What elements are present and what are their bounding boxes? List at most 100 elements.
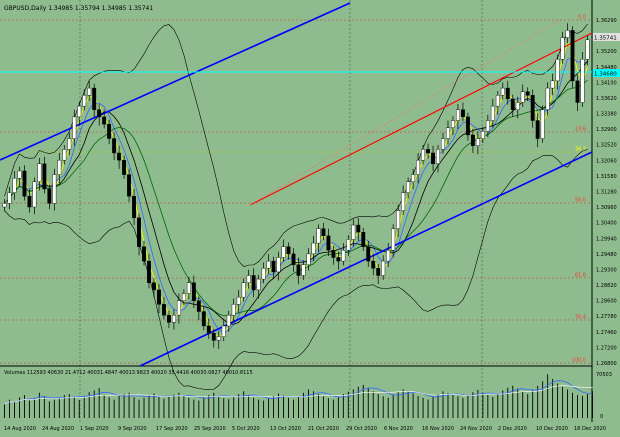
candle-body bbox=[431, 152, 435, 164]
candle-body bbox=[306, 253, 311, 265]
fib-level-label: 50.0 bbox=[575, 198, 586, 204]
candle-body bbox=[251, 275, 256, 291]
candle-body bbox=[585, 39, 590, 60]
candle-body bbox=[102, 116, 107, 125]
red-trend-line bbox=[249, 32, 593, 206]
lower-channel-line bbox=[139, 151, 593, 367]
price-tick-label: 1.29940 bbox=[596, 236, 617, 242]
candle-body bbox=[246, 275, 251, 283]
cyan-level-box bbox=[593, 69, 620, 77]
price-tick-label: 1.27780 bbox=[596, 314, 617, 320]
candle-body bbox=[152, 282, 156, 291]
candle-body bbox=[436, 149, 440, 164]
candle-body bbox=[37, 163, 42, 182]
candle-body bbox=[525, 91, 530, 96]
candle-body bbox=[147, 260, 151, 283]
date-tick-label: 5 Oct 2020 bbox=[232, 426, 260, 432]
candle-body bbox=[570, 30, 575, 82]
candle-body bbox=[226, 314, 231, 327]
price-tick-label: 1.31280 bbox=[596, 190, 617, 196]
candle-body bbox=[166, 314, 171, 323]
price-tick-label: 1.29480 bbox=[596, 252, 617, 258]
candle-body bbox=[565, 30, 570, 38]
candle-body bbox=[326, 235, 331, 251]
candle-body bbox=[97, 109, 102, 118]
candle-body bbox=[162, 304, 166, 316]
candle-body bbox=[186, 282, 191, 294]
current-price-label: 1.35741 bbox=[594, 36, 617, 42]
candle-body bbox=[386, 250, 391, 262]
price-tick-label: 1.32520 bbox=[596, 143, 617, 149]
candle-body bbox=[396, 210, 401, 229]
moving-average-line bbox=[4, 79, 588, 317]
candle-body bbox=[67, 138, 72, 150]
candle-body bbox=[371, 260, 376, 269]
date-tick-label: 10 Dec 2020 bbox=[536, 426, 568, 432]
candle-body bbox=[142, 246, 146, 262]
lower-band bbox=[4, 149, 588, 390]
date-tick-label: 16 Nov 2020 bbox=[422, 426, 454, 432]
candle-body bbox=[276, 257, 281, 273]
date-tick-label: 6 Nov 2020 bbox=[384, 426, 413, 432]
candle-body bbox=[460, 109, 465, 118]
price-tick-label: 1.32900 bbox=[596, 127, 617, 133]
candle-body bbox=[261, 268, 266, 280]
candle-body bbox=[545, 87, 550, 110]
candle-body bbox=[127, 174, 132, 197]
candle-body bbox=[520, 91, 525, 103]
date-tick-label: 24 Aug 2020 bbox=[42, 426, 74, 432]
fib-level-label: 23.6 bbox=[575, 127, 586, 133]
candle-body bbox=[351, 224, 356, 240]
candle-body bbox=[451, 120, 455, 128]
candle-body bbox=[112, 138, 117, 154]
candle-body bbox=[17, 170, 22, 179]
candle-body bbox=[515, 102, 520, 110]
candle-body bbox=[82, 95, 87, 107]
candle-body bbox=[575, 80, 580, 103]
candles bbox=[2, 23, 590, 350]
candle-body bbox=[406, 181, 411, 193]
price-tick-label: 1.31580 bbox=[596, 174, 617, 180]
candle-body bbox=[560, 37, 565, 60]
candle-body bbox=[191, 282, 196, 301]
candle-body bbox=[331, 250, 336, 258]
candle-body bbox=[47, 188, 52, 204]
candle-body bbox=[366, 246, 371, 262]
symbol-header: GBPUSD,Daily 1.34985 1.35794 1.34985 1.3… bbox=[4, 5, 153, 12]
price-tick-label: 1.35200 bbox=[596, 49, 617, 55]
moving-average-line bbox=[4, 57, 588, 333]
candle-body bbox=[411, 174, 416, 182]
volume-bars bbox=[4, 374, 593, 418]
candle-body bbox=[12, 177, 17, 193]
trend-channels bbox=[0, 2, 593, 367]
date-tick-label: 24 Nov 2020 bbox=[460, 426, 492, 432]
volume-panel bbox=[0, 367, 592, 422]
cyan-level-label: 1.34680 bbox=[594, 72, 617, 78]
candle-body bbox=[391, 228, 396, 251]
candle-body bbox=[32, 181, 37, 208]
current-price-box bbox=[593, 33, 620, 41]
candle-body bbox=[376, 268, 381, 276]
candle-body bbox=[221, 325, 226, 337]
candle-body bbox=[286, 246, 291, 255]
candle-body bbox=[490, 105, 495, 121]
candle-body bbox=[416, 159, 421, 175]
candle-body bbox=[495, 95, 500, 107]
candle-body bbox=[470, 134, 475, 146]
price-tick-label: 1.32060 bbox=[596, 158, 617, 164]
candle-body bbox=[535, 120, 540, 139]
candle-body bbox=[281, 246, 286, 258]
candle-body bbox=[291, 253, 296, 265]
date-tick-label: 18 Dec 2020 bbox=[574, 426, 606, 432]
candle-body bbox=[456, 109, 460, 121]
candle-body bbox=[530, 95, 535, 121]
candle-body bbox=[196, 300, 201, 312]
candle-body bbox=[7, 192, 12, 204]
moving-averages bbox=[4, 41, 588, 338]
price-tick-label: 1.29300 bbox=[596, 267, 617, 273]
candle-body bbox=[356, 224, 361, 233]
candle-body bbox=[550, 80, 555, 89]
candle-body bbox=[22, 170, 27, 197]
price-tick-label: 1.34480 bbox=[596, 65, 617, 71]
